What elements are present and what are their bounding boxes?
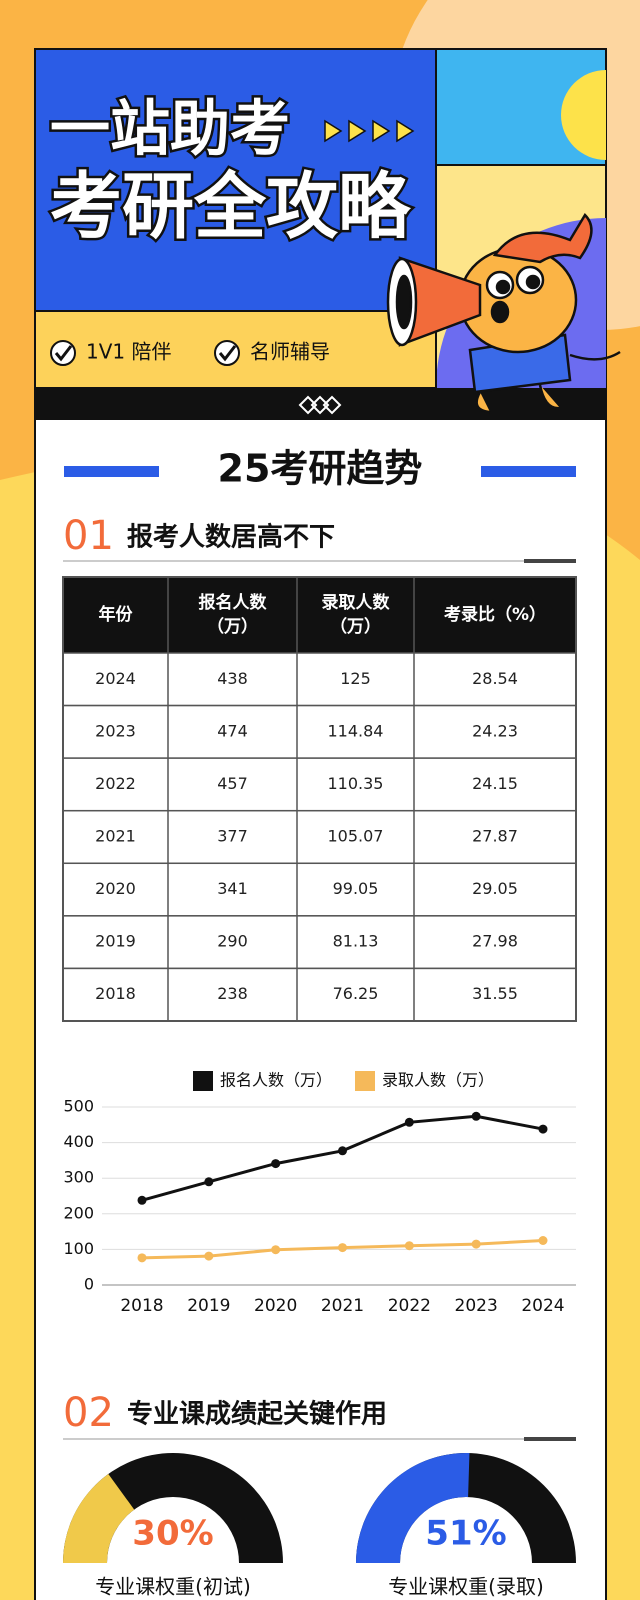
gauge-track	[63, 1453, 283, 1563]
table-cell: 341	[217, 879, 248, 898]
table-cell: 290	[217, 932, 248, 951]
point	[204, 1251, 214, 1261]
section-title: 专业课成绩起关键作用	[127, 1399, 387, 1430]
table-header-cell: （万）	[330, 616, 381, 637]
label-bg	[366, 1571, 566, 1600]
header-title: 一站助考	[50, 95, 290, 165]
table-cell: 2023	[95, 721, 136, 740]
y-tick-label: 100	[63, 1239, 94, 1258]
table-header-cell: （万）	[207, 616, 258, 637]
table-cell: 76.25	[333, 984, 379, 1003]
table-cell: 438	[217, 669, 248, 688]
point	[404, 1241, 414, 1251]
point	[538, 1124, 548, 1134]
table-cell: 105.07	[328, 827, 384, 846]
table-cell: 27.87	[472, 827, 518, 846]
gauge-label: 专业课权重(初试)	[95, 1575, 251, 1599]
section-number: 02	[63, 1390, 114, 1436]
section-title: 报考人数居高不下	[127, 522, 335, 553]
title-bar	[481, 466, 576, 477]
x-tick-label: 2024	[521, 1296, 564, 1316]
table-cell: 28.54	[472, 669, 518, 688]
x-tick-label: 2018	[120, 1296, 163, 1316]
table-cell: 2019	[95, 932, 136, 951]
y-tick-label: 200	[63, 1203, 94, 1222]
table-cell: 110.35	[328, 774, 384, 793]
table-cell: 2020	[95, 879, 136, 898]
point	[538, 1236, 548, 1245]
x-tick-label: 2022	[388, 1296, 431, 1316]
gauge-value: 51%	[425, 1514, 506, 1554]
arrows	[324, 119, 415, 143]
table-row	[62, 652, 577, 707]
section-number: 01	[63, 513, 114, 559]
table-row	[62, 809, 577, 865]
table-cell: 2022	[95, 774, 136, 793]
title-bar	[64, 466, 159, 477]
table-cell: 238	[217, 984, 248, 1003]
label-bg	[73, 1571, 273, 1600]
header-title: 考研全攻略	[50, 165, 412, 249]
table-cell: 125	[340, 669, 371, 688]
mascot	[386, 212, 621, 414]
black-bar	[35, 388, 606, 420]
point	[137, 1253, 147, 1263]
feature-label: 名师辅导	[250, 340, 330, 364]
table-cell: 81.13	[333, 932, 379, 951]
table-cell: 24.23	[472, 721, 518, 740]
x-tick-label: 2020	[254, 1296, 297, 1316]
x-tick-label: 2019	[187, 1296, 230, 1316]
deco-half-circle	[561, 70, 606, 160]
point	[471, 1111, 481, 1121]
gauge-label: 专业课权重(录取)	[388, 1575, 544, 1599]
table-cell: 29.05	[472, 879, 518, 898]
legend-swatch	[193, 1071, 213, 1091]
feature-label: 1V1 陪伴	[86, 340, 172, 364]
y-tick-label: 300	[63, 1168, 94, 1187]
table-row	[62, 915, 577, 970]
legend-swatch	[355, 1071, 375, 1091]
table-row	[62, 967, 577, 1022]
main-title: 25考研趋势	[218, 447, 423, 491]
x-tick-label: 2021	[321, 1296, 364, 1316]
gauge-value: 30%	[132, 1514, 213, 1554]
table-header-cell: 报名人数	[199, 592, 268, 613]
table-cell: 24.15	[472, 774, 518, 793]
gauge-fill	[63, 1474, 135, 1563]
table-cell: 457	[217, 774, 248, 793]
table-border	[62, 576, 577, 1022]
table-header-cell: 年份	[99, 604, 134, 625]
y-tick-label: 0	[84, 1275, 94, 1294]
table-cell: 474	[217, 721, 248, 740]
y-tick-label: 500	[63, 1097, 94, 1116]
point	[204, 1177, 214, 1187]
logo	[298, 395, 342, 415]
table-cell: 377	[217, 827, 248, 846]
point	[471, 1239, 481, 1249]
gauge-fill	[356, 1453, 470, 1563]
table-header-cell: 录取人数	[322, 592, 391, 613]
point	[271, 1245, 281, 1255]
point	[137, 1195, 147, 1205]
legend-label: 录取人数（万）	[382, 1071, 494, 1090]
table-cell: 114.84	[328, 721, 384, 740]
point	[338, 1243, 347, 1253]
table-header	[63, 577, 576, 653]
legend-label: 报名人数（万）	[220, 1071, 332, 1090]
point	[271, 1159, 281, 1169]
table-cell: 31.55	[472, 984, 518, 1003]
table-cell: 27.98	[472, 932, 518, 951]
y-tick-label: 400	[63, 1132, 94, 1151]
check-icon	[50, 340, 240, 366]
table-header-cell: 考录比（%）	[443, 604, 546, 625]
table-row	[62, 704, 577, 759]
table-cell: 99.05	[333, 879, 379, 898]
point	[338, 1146, 347, 1156]
x-tick-label: 2023	[455, 1296, 498, 1316]
table-cell: 2021	[95, 827, 136, 846]
point	[404, 1117, 414, 1127]
table-cell: 2018	[95, 984, 136, 1003]
table-cell: 2024	[95, 669, 136, 688]
